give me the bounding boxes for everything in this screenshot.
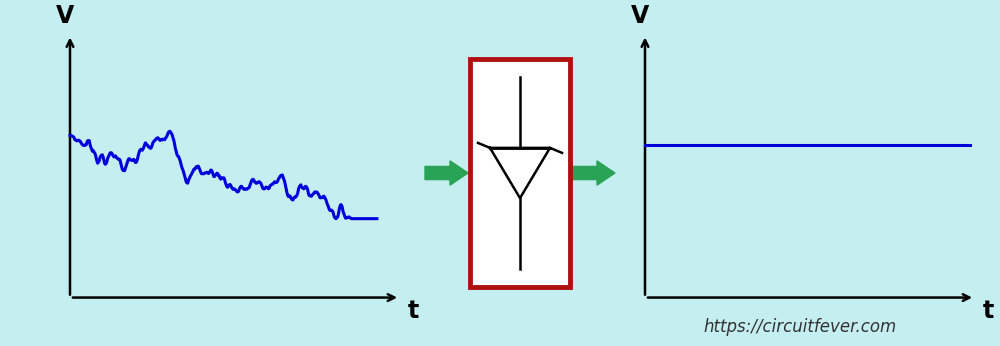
- Text: V: V: [56, 4, 74, 28]
- Text: V: V: [631, 4, 649, 28]
- Bar: [470, 59, 570, 287]
- Text: https://circuitfever.com: https://circuitfever.com: [703, 318, 897, 336]
- Polygon shape: [572, 161, 615, 185]
- Text: t: t: [408, 299, 419, 323]
- Polygon shape: [425, 161, 468, 185]
- Text: t: t: [983, 299, 994, 323]
